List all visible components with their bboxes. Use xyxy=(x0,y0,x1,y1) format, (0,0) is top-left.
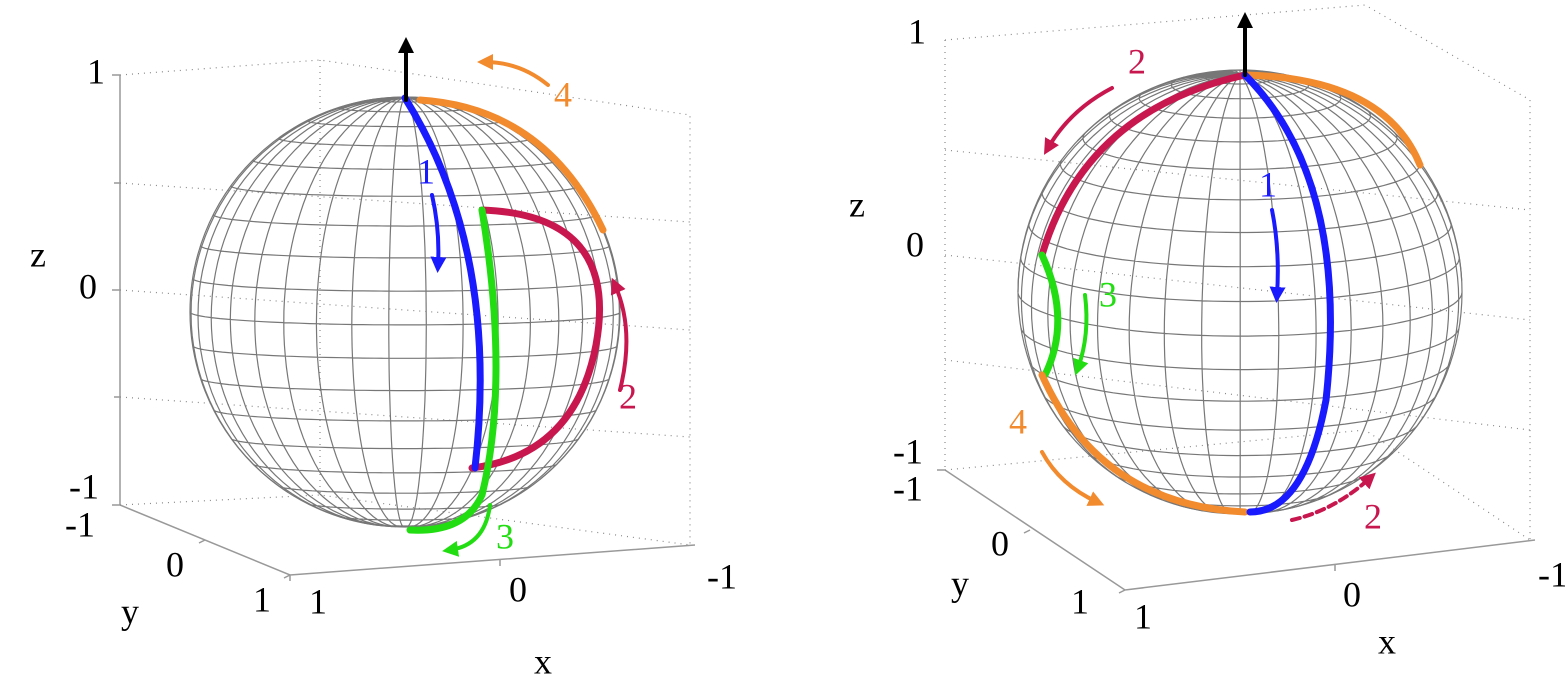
z-tick-label: -1 xyxy=(893,431,923,471)
y-tick-label: -1 xyxy=(65,504,95,544)
path-label: 3 xyxy=(1099,274,1117,314)
path-label: 2 xyxy=(1128,41,1146,81)
y-tick-label: 1 xyxy=(1071,581,1089,621)
x-tick-label: 0 xyxy=(1343,574,1361,614)
path-label: 4 xyxy=(1009,401,1027,441)
z-tick-label: -1 xyxy=(69,466,99,506)
z-tick-label: 1 xyxy=(87,51,105,91)
y-tick-label: -1 xyxy=(893,468,923,508)
x-tick-label: 1 xyxy=(1134,596,1152,636)
z-axis-label: z xyxy=(30,234,46,274)
z-tick-label: 1 xyxy=(908,11,926,51)
axes-box-left xyxy=(112,59,696,581)
path-label: 3 xyxy=(496,516,514,556)
y-tick-label: 0 xyxy=(166,544,184,584)
z-tick-label: 0 xyxy=(79,266,97,306)
x-tick-label: 1 xyxy=(309,581,327,621)
trajectories-right xyxy=(1038,12,1424,522)
y-tick-label: 1 xyxy=(253,579,271,619)
x-axis-label: x xyxy=(534,641,552,681)
labels: 1 0 -1 z -1 0 1 y 1 0 -1 x 1 2 3 4 1 0 -1 z -1 0 1 y 1 0 -1 x 1 2 3 4 2 xyxy=(30,11,1565,681)
z-tick-label: 0 xyxy=(906,224,924,264)
y-axis-label: y xyxy=(951,563,969,603)
path-label: 1 xyxy=(417,151,435,191)
sphere-wireframes xyxy=(189,69,1463,528)
x-tick-label: -1 xyxy=(707,556,737,596)
x-axis-label: x xyxy=(1378,621,1396,661)
path-label: 2 xyxy=(619,376,637,416)
x-tick-label: -1 xyxy=(1538,554,1565,594)
sphere-grid xyxy=(1017,69,1463,515)
path-label: 2 xyxy=(1364,496,1382,536)
x-tick-label: 0 xyxy=(509,569,527,609)
axes-box-right xyxy=(937,4,1536,594)
path-label: 1 xyxy=(1259,164,1277,204)
path-label: 4 xyxy=(554,74,572,114)
trajectories-left xyxy=(398,37,629,557)
y-tick-label: 0 xyxy=(991,523,1009,563)
z-axis-label: z xyxy=(849,184,865,224)
y-axis-label: y xyxy=(121,591,139,631)
